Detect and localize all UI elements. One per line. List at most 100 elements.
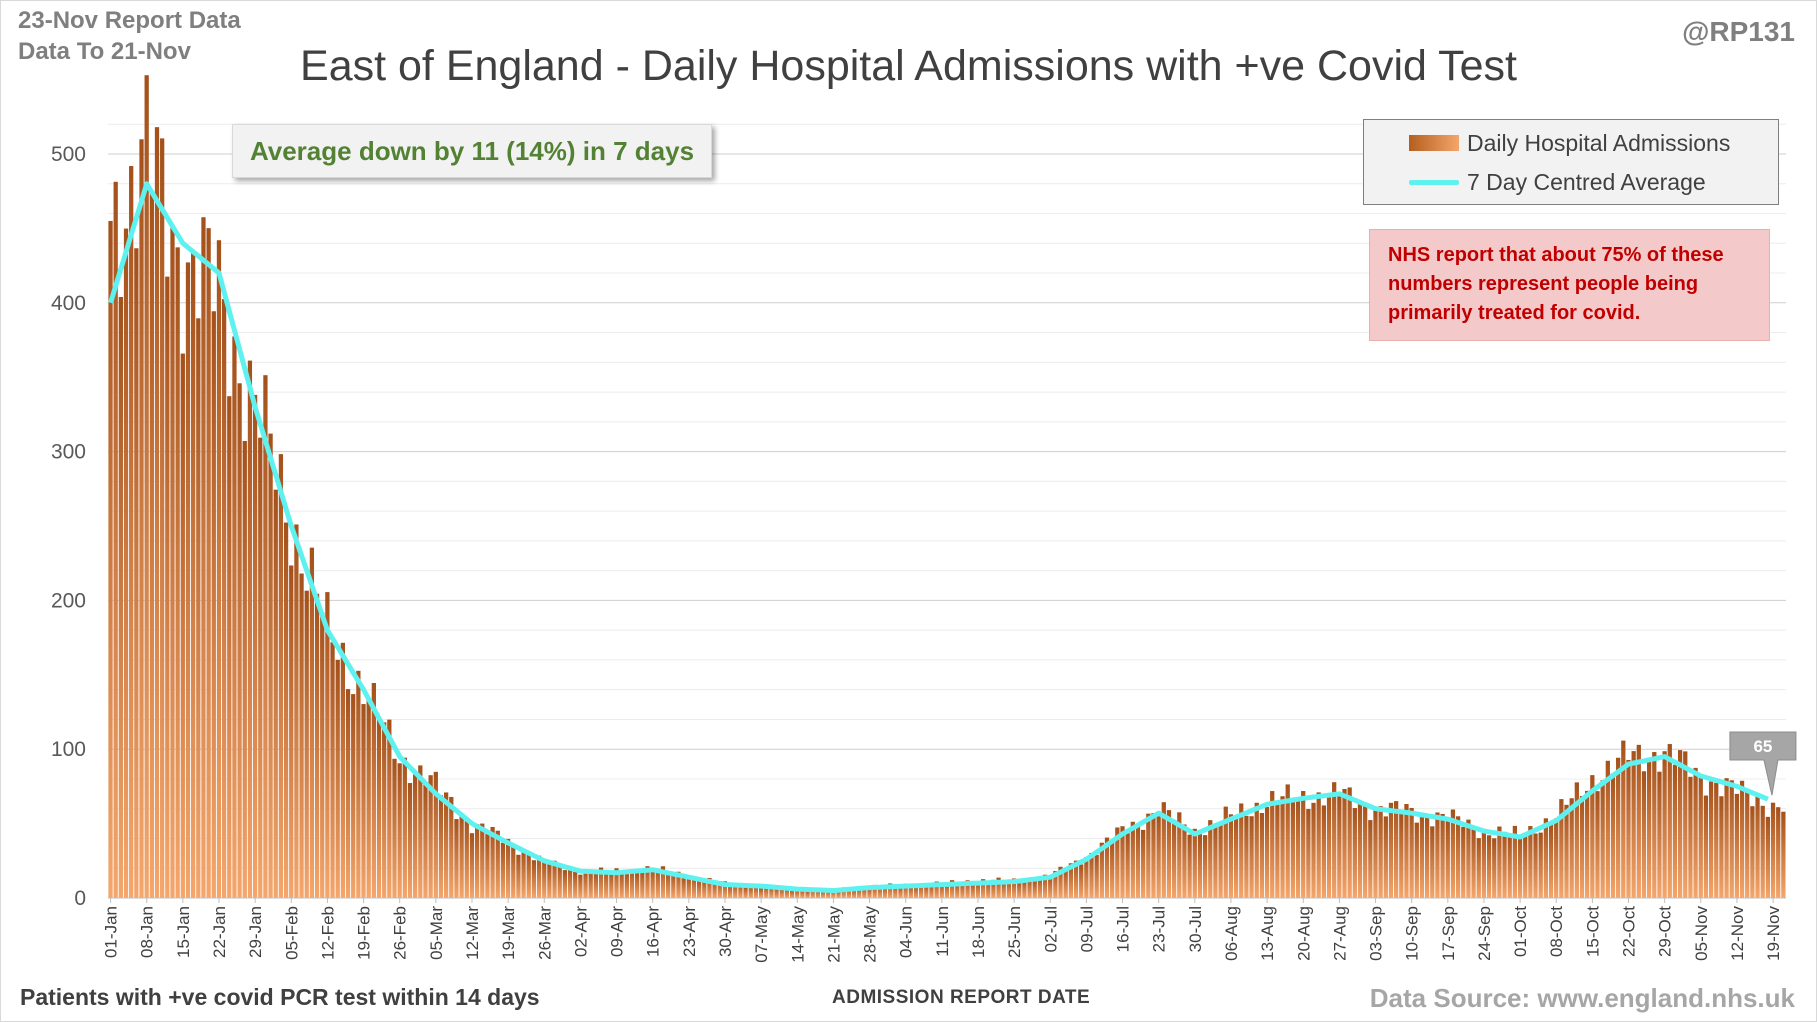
bar <box>278 454 284 898</box>
x-tick-label: 24-Sep <box>1475 906 1494 961</box>
bar <box>805 890 810 898</box>
bar <box>160 138 165 898</box>
x-tick-label: 05-Nov <box>1692 906 1711 961</box>
bar <box>392 758 397 898</box>
bar <box>970 882 975 898</box>
bar <box>1440 813 1445 898</box>
bar <box>469 833 475 898</box>
bar <box>1471 829 1476 898</box>
bar <box>170 226 175 898</box>
bar <box>671 872 676 898</box>
bar <box>810 888 815 898</box>
bar <box>149 191 154 898</box>
x-tick-label: 22-Oct <box>1620 906 1639 957</box>
bar <box>784 887 790 898</box>
bar <box>820 889 826 898</box>
bar <box>438 795 444 898</box>
bar <box>789 889 795 898</box>
bar <box>562 870 568 898</box>
bar <box>1729 780 1734 898</box>
bar <box>402 757 407 898</box>
bar <box>289 565 294 898</box>
bar <box>609 871 614 898</box>
bar <box>1450 809 1456 898</box>
bar <box>1161 802 1166 898</box>
bar <box>227 396 232 898</box>
bar <box>702 879 707 898</box>
bar <box>1373 810 1378 898</box>
bar <box>934 881 939 898</box>
bar <box>413 774 418 898</box>
bar <box>944 882 950 898</box>
bar <box>650 868 655 898</box>
bar <box>1677 750 1683 898</box>
bar <box>1605 760 1610 898</box>
bar <box>872 884 877 898</box>
bar <box>376 719 382 898</box>
bar <box>1476 838 1481 898</box>
x-tick-label: 12-Feb <box>318 906 337 960</box>
bar <box>474 824 480 898</box>
bar <box>134 248 139 898</box>
bar <box>314 593 320 898</box>
x-tick-label: 02-Apr <box>571 906 590 957</box>
bar <box>1466 819 1471 898</box>
bar <box>552 860 557 898</box>
bar <box>1011 878 1017 898</box>
x-tick-label: 19-Feb <box>355 906 374 960</box>
bar <box>216 240 222 899</box>
chart-title: East of England - Daily Hospital Admissi… <box>300 42 1517 90</box>
bar <box>1750 806 1755 898</box>
bar <box>1017 881 1022 898</box>
x-tick-label: 08-Jan <box>138 906 157 958</box>
bar <box>1455 816 1461 898</box>
bar <box>893 884 898 898</box>
bar <box>1094 854 1099 898</box>
bar <box>1621 740 1626 898</box>
bar <box>583 869 588 898</box>
x-tick-label: 05-Mar <box>427 906 446 960</box>
x-tick-label: 15-Oct <box>1583 906 1602 957</box>
bar <box>1321 805 1326 898</box>
x-tick-label: 09-Apr <box>608 906 627 957</box>
author-handle: @RP131 <box>1682 16 1795 47</box>
bar <box>531 860 537 898</box>
bar <box>1641 771 1647 898</box>
y-tick-label: 500 <box>51 143 86 166</box>
bar <box>1646 760 1652 898</box>
x-tick-label: 23-Apr <box>680 906 699 957</box>
bar <box>1626 759 1631 898</box>
bar <box>691 876 697 898</box>
bar <box>619 872 624 898</box>
bar <box>356 670 361 898</box>
bar <box>123 228 129 898</box>
bar <box>382 722 387 898</box>
bar <box>1363 803 1368 898</box>
bar <box>707 877 712 898</box>
bar <box>118 296 123 898</box>
bar <box>330 642 335 898</box>
bar <box>991 879 996 898</box>
bar <box>335 659 340 898</box>
nhs-note-box: NHS report that about 75% of these numbe… <box>1369 229 1770 341</box>
bar <box>1579 796 1585 898</box>
bar <box>428 775 433 898</box>
bar <box>733 884 738 898</box>
bar <box>1058 866 1063 898</box>
bar <box>371 683 376 898</box>
bar <box>196 318 201 899</box>
bar <box>1275 801 1280 898</box>
x-tick-label: 13-Aug <box>1258 906 1277 961</box>
bar <box>1223 806 1228 898</box>
bar <box>1368 820 1373 898</box>
bar <box>614 868 619 898</box>
bar <box>505 838 511 898</box>
bar <box>929 884 934 898</box>
bar <box>1342 788 1347 898</box>
bar <box>846 887 851 898</box>
bar <box>299 573 304 898</box>
x-tick-label: 12-Nov <box>1728 906 1747 961</box>
bar <box>1182 824 1187 898</box>
bar <box>113 181 118 898</box>
bar <box>1698 774 1703 898</box>
